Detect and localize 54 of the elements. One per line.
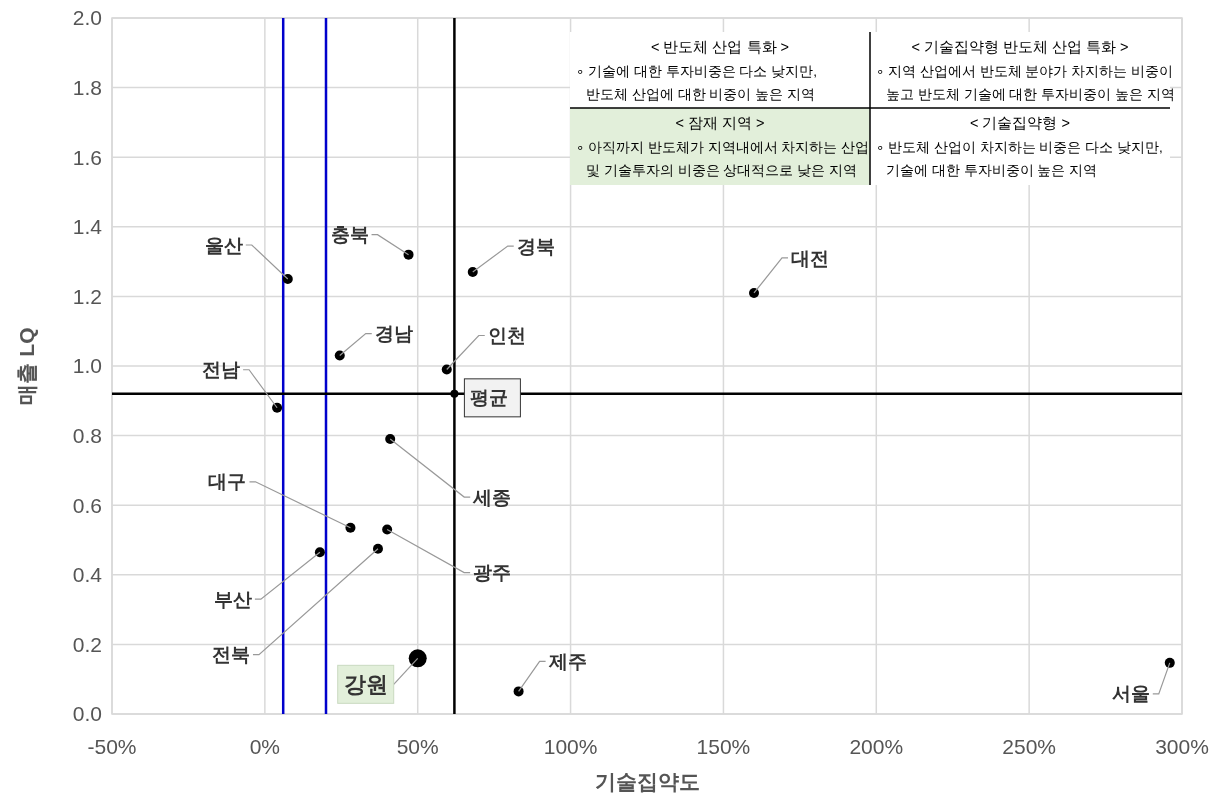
- annotation: ∘ 지역 산업에서 반도체 분야가 차지하는 비중이 높고 반도체 기술에 대한 투자비중이 높은 지역: [876, 64, 1175, 102]
- annotation: ∘ 기술에 대한 투자비중은 다소 낮지만, 반도체 산업에 대한 비중이 높은 지역: [576, 64, 817, 102]
- annotation: 강원: [343, 672, 388, 698]
- annotation: 서울: [1111, 683, 1150, 705]
- x-tick-label: 200%: [849, 735, 904, 758]
- y-axis-title: 매출 LQ: [15, 327, 38, 405]
- y-tick-label: 0.4: [72, 563, 103, 587]
- point: [749, 287, 759, 298]
- annotation: 대구: [208, 471, 247, 493]
- y-tick-label: 2.0: [72, 6, 102, 30]
- y-tick-label: 1.0: [72, 354, 102, 378]
- y-tick-label: 0.6: [72, 493, 102, 517]
- x-tick-label: 300%: [1155, 735, 1209, 758]
- x-tick-label: 50%: [396, 735, 439, 758]
- annotation: 인천: [487, 325, 526, 347]
- annotation: 충북: [330, 224, 369, 246]
- y-tick-label: 0.2: [72, 632, 102, 656]
- annotation: ∘ 반도체 산업이 차지하는 비중은 다소 낮지만, 기술에 대한 투자비중이 높은 지역: [876, 140, 1163, 178]
- x-tick-label: 150%: [696, 735, 751, 758]
- annotation: 부산: [213, 588, 252, 610]
- y-tick-label: 0.0: [72, 702, 102, 726]
- point: [272, 402, 283, 413]
- annotation: 전남: [202, 359, 241, 381]
- annotation: < 반도체 산업 특화 >: [650, 39, 790, 55]
- y-tick-label: 1.6: [72, 145, 102, 169]
- x-axis-title: 기술집약도: [594, 770, 700, 793]
- annotation: 경남: [374, 323, 413, 345]
- point: [372, 543, 383, 554]
- annotation: 평균: [470, 387, 509, 409]
- point: [1164, 657, 1175, 668]
- x-tick-label: -50%: [87, 735, 137, 758]
- y-tick-label: 1.2: [72, 284, 102, 308]
- point: [314, 547, 325, 558]
- x-tick-label: 0%: [249, 735, 281, 758]
- annotation: 제주: [547, 651, 587, 673]
- x-tick-label: 250%: [1002, 735, 1056, 758]
- annotation: 울산: [204, 234, 243, 256]
- point: [441, 364, 452, 375]
- y-tick-label: 1.8: [72, 75, 102, 99]
- annotation: ∘ 아직까지 반도체가 지역내에서 차지하는 산업 및 기술투자의 비중은 상대적으로 낮은 지역: [576, 140, 870, 178]
- point: [385, 434, 396, 445]
- y-tick-label: 1.4: [72, 215, 103, 239]
- y-tick-label: 0.8: [72, 423, 102, 447]
- annotation: 대전: [791, 247, 829, 269]
- annotation: 광주: [473, 562, 512, 584]
- annotation: 전북: [211, 644, 250, 666]
- annotation: < 잠재 지역 >: [675, 115, 765, 131]
- point: [467, 267, 478, 278]
- annotation: < 기술집약형 >: [970, 115, 1070, 131]
- x-tick-label: 100%: [543, 735, 598, 758]
- point: [408, 649, 427, 668]
- annotation: 경북: [516, 235, 555, 257]
- annotation: 세종: [472, 486, 512, 508]
- annotation: < 기술집약형 반도체 산업 특화 >: [911, 39, 1129, 55]
